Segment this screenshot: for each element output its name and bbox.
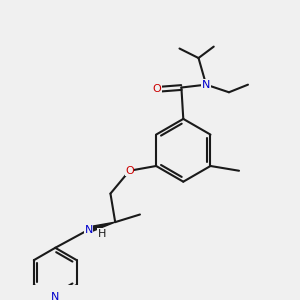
Text: N: N	[202, 80, 210, 90]
Text: N: N	[51, 292, 59, 300]
Text: N: N	[84, 225, 93, 235]
Text: O: O	[152, 84, 161, 94]
Polygon shape	[88, 222, 115, 232]
Text: H: H	[98, 229, 106, 238]
Text: O: O	[125, 166, 134, 176]
